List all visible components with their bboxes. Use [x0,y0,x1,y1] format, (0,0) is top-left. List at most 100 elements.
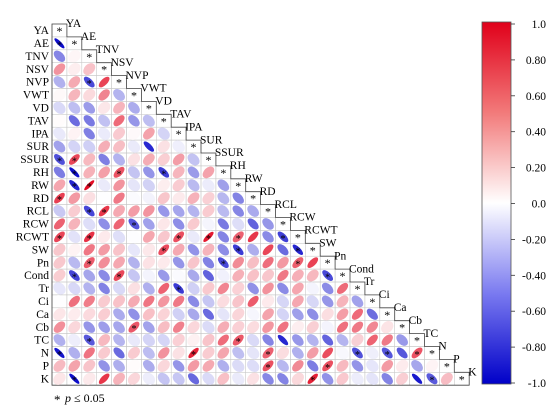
significance-star-mark: * [236,234,241,245]
correlation-ellipse [277,231,289,243]
correlation-ellipse [113,101,125,114]
correlation-ellipse [53,127,66,140]
correlation-ellipse [83,192,96,205]
correlation-ellipse [217,231,230,243]
significance-star-mark: * [266,363,271,374]
correlation-ellipse [426,373,438,385]
correlation-ellipse [54,192,65,204]
correlation-ellipse [83,308,96,321]
correlation-ellipse [69,373,80,384]
correlation-ellipse [411,359,423,372]
correlation-ellipse [113,205,125,217]
correlation-ellipse [113,347,125,359]
correlation-ellipse [157,372,170,385]
correlation-ellipse [157,269,170,282]
correlation-ellipse [97,127,111,140]
correlation-ellipse [366,321,379,333]
diagonal-mark: * [384,308,390,322]
correlation-ellipse [381,373,393,385]
correlation-ellipse [172,205,185,217]
correlation-ellipse [277,244,289,256]
diagonal-label-ssur: SSUR [215,147,244,159]
correlation-ellipse [113,308,125,321]
correlation-ellipse [68,89,81,101]
correlation-ellipse [53,321,66,333]
row-label-k: K [41,373,50,385]
correlation-ellipse [217,244,230,256]
correlation-ellipse [143,127,155,140]
correlation-ellipse [128,205,140,217]
correlation-ellipse [172,346,185,360]
correlation-ellipse [262,308,274,321]
correlation-ellipse [157,321,170,334]
correlation-ellipse [262,218,274,230]
correlation-ellipse [98,373,110,385]
significance-star-mark: * [176,285,181,296]
diagonal-label-tr: Tr [364,276,375,288]
correlation-ellipse [351,321,364,333]
correlation-ellipse [173,231,185,243]
correlation-ellipse [128,256,140,269]
correlation-ellipse [68,127,81,140]
correlation-ellipse [247,269,260,282]
correlation-ellipse [262,282,274,295]
colorbar-tick-label: -0.20 [522,234,546,246]
correlation-ellipse [187,192,200,205]
diagonal-label-ipa: IPA [185,121,203,133]
diagonal-mark: * [220,166,226,180]
correlation-ellipse [232,372,245,385]
correlation-ellipse [127,346,140,359]
correlation-ellipse [142,372,156,385]
correlation-ellipse [291,269,304,282]
correlation-ellipse [98,282,110,295]
diagonal-mark: * [444,359,450,373]
correlation-ellipse [83,127,95,140]
significance-star-mark: * [415,350,420,361]
correlation-ellipse [351,333,364,347]
correlation-ellipse [262,347,274,359]
correlation-ellipse [127,127,141,140]
correlation-ellipse [247,333,260,347]
significance-star-mark: * [72,272,77,283]
correlation-ellipse [127,230,141,244]
correlation-ellipse [98,76,110,88]
correlation-ellipse [232,334,244,346]
correlation-ellipse [142,256,155,269]
diagonal-label-rh: RH [230,160,246,172]
significance-star-mark: * [87,208,92,219]
diagonal-label-ci: Ci [379,289,390,301]
correlation-ellipse [127,372,141,385]
correlation-ellipse [127,282,141,295]
significance-star-mark: * [206,234,211,245]
correlation-ellipse [366,346,379,360]
significance-star-mark: * [87,337,92,348]
significance-star-mark: * [325,272,330,283]
correlation-ellipse [142,153,155,166]
correlation-ellipse [53,243,66,256]
row-label-ya: YA [34,25,50,37]
correlation-ellipse [336,359,349,372]
correlation-ellipse [202,334,215,347]
correlation-ellipse [292,308,304,321]
correlation-ellipse [202,217,215,231]
diagonal-mark: * [295,230,301,244]
correlation-ellipse [83,295,95,307]
correlation-ellipse [396,334,408,346]
correlation-ellipse [112,230,126,243]
correlation-ellipse [157,359,170,372]
diagonal-label-tnv: TNV [96,44,120,56]
correlation-ellipse [97,101,111,115]
correlation-ellipse [68,62,81,76]
correlation-ellipse [187,282,200,295]
correlation-ellipse [292,257,304,269]
correlation-ellipse [157,192,170,205]
row-label-rcwt: RCWT [16,231,49,243]
significance-star-mark: * [131,221,136,232]
correlation-ellipse [157,308,170,321]
correlation-ellipse [172,153,185,166]
diagonal-label-nvp: NVP [126,70,149,82]
correlation-ellipse [292,360,304,372]
diagonal-label-rw: RW [245,173,263,185]
